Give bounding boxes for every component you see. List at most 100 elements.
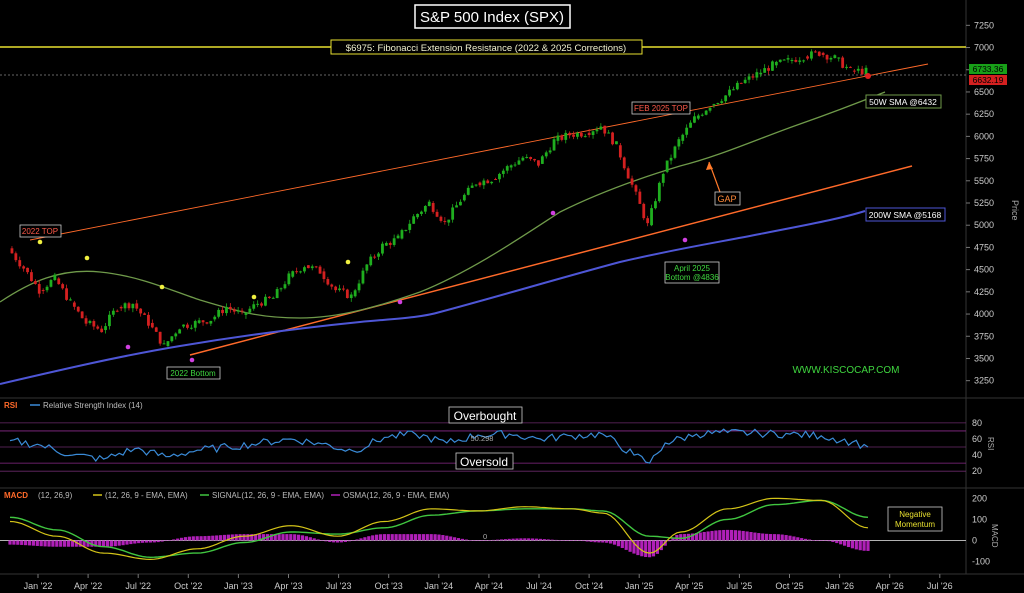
candle — [747, 73, 751, 84]
osma-bar — [679, 534, 683, 541]
osma-bar — [300, 535, 305, 541]
osma-bar — [63, 540, 67, 547]
osma-bar — [343, 540, 347, 542]
osma-bar — [589, 540, 593, 542]
osma-bar — [105, 540, 110, 547]
candle — [806, 55, 809, 61]
candle — [728, 85, 731, 98]
osma-bar — [168, 540, 172, 541]
osma-bar — [378, 534, 383, 541]
candle — [786, 54, 790, 63]
osma-bar — [137, 540, 141, 544]
osma-bar — [749, 532, 753, 541]
x-tick-label: Jan '26 — [825, 581, 854, 591]
candle — [685, 124, 689, 138]
osma-bar — [152, 540, 156, 543]
osma-bar — [698, 532, 702, 541]
candle — [661, 172, 665, 187]
x-tick-label: Apr '23 — [274, 581, 302, 591]
candle — [724, 95, 728, 104]
osma-bar — [359, 538, 363, 541]
candle — [256, 300, 260, 308]
osma-bar — [320, 540, 324, 541]
x-tick-label: Apr '26 — [876, 581, 904, 591]
osma-bar — [35, 540, 39, 546]
candle — [45, 285, 49, 293]
candle — [716, 102, 720, 105]
rsi-axis-label: RSI — [986, 437, 995, 450]
osma-bar — [43, 540, 47, 547]
osma-bar — [850, 540, 854, 549]
osma-bar — [31, 540, 35, 546]
candle — [201, 319, 205, 326]
osma-bar — [804, 538, 808, 541]
osma-bar — [792, 536, 796, 541]
osma-bar — [542, 539, 546, 541]
candle — [240, 308, 244, 315]
osma-bar — [768, 534, 773, 541]
candle — [283, 281, 287, 290]
osma-bar — [66, 540, 71, 547]
price-tick-label: 4000 — [974, 309, 994, 319]
osma-bar — [414, 534, 418, 541]
osma-bar — [144, 540, 149, 543]
price-tick-label: 6000 — [974, 131, 994, 141]
candle — [829, 56, 833, 63]
osma-bar — [180, 537, 184, 541]
candle — [131, 303, 135, 313]
candle — [182, 324, 185, 329]
x-tick-label: Jan '25 — [625, 581, 654, 591]
candle — [365, 263, 369, 274]
osma-bar — [554, 539, 558, 541]
osma-bar — [546, 539, 550, 541]
osma-bar — [811, 539, 815, 541]
candle — [490, 181, 494, 185]
candle — [708, 106, 712, 113]
candle — [771, 60, 774, 71]
candle — [178, 328, 182, 334]
osma-bar — [605, 540, 609, 543]
osma-bar — [585, 540, 589, 542]
x-tick-label: Oct '25 — [775, 581, 803, 591]
price-tick-label: 7250 — [974, 20, 994, 30]
osma-bar — [722, 529, 726, 541]
candle — [751, 73, 755, 80]
candle — [197, 317, 201, 325]
osma-bar — [800, 538, 804, 541]
candle — [626, 166, 630, 179]
candle — [150, 319, 154, 329]
x-tick-label: Apr '25 — [675, 581, 703, 591]
osma-bar — [445, 535, 449, 541]
price-tick-label: 3500 — [974, 353, 994, 363]
osma-bar — [12, 540, 16, 545]
osma-bar — [671, 537, 675, 541]
osma-bar — [59, 540, 63, 547]
osma-bar — [254, 534, 258, 541]
osma-bar — [215, 535, 219, 541]
osma-bar — [238, 534, 242, 541]
candle — [494, 177, 497, 181]
osma-bar — [141, 540, 145, 543]
candle — [813, 50, 817, 53]
osma-bar — [117, 540, 121, 546]
candle — [720, 98, 724, 105]
x-tick-label: Jan '24 — [424, 581, 453, 591]
osma-bar — [24, 540, 28, 546]
candle — [696, 113, 700, 121]
candle — [189, 324, 193, 330]
osma-bar — [82, 540, 86, 547]
osma-bar — [297, 534, 301, 541]
osma-bar — [16, 540, 20, 545]
price-axis-label: Price — [1010, 200, 1020, 221]
candle — [560, 134, 564, 142]
candle — [244, 312, 248, 319]
osma-bar — [367, 536, 371, 541]
osma-bar — [312, 538, 316, 541]
osma-bar — [862, 540, 866, 551]
website-label: WWW.KISCOCAP.COM — [792, 365, 899, 376]
osma-bar — [710, 530, 714, 541]
osma-bar — [324, 540, 328, 542]
osma-bar — [726, 529, 730, 541]
osma-bar — [281, 534, 285, 541]
